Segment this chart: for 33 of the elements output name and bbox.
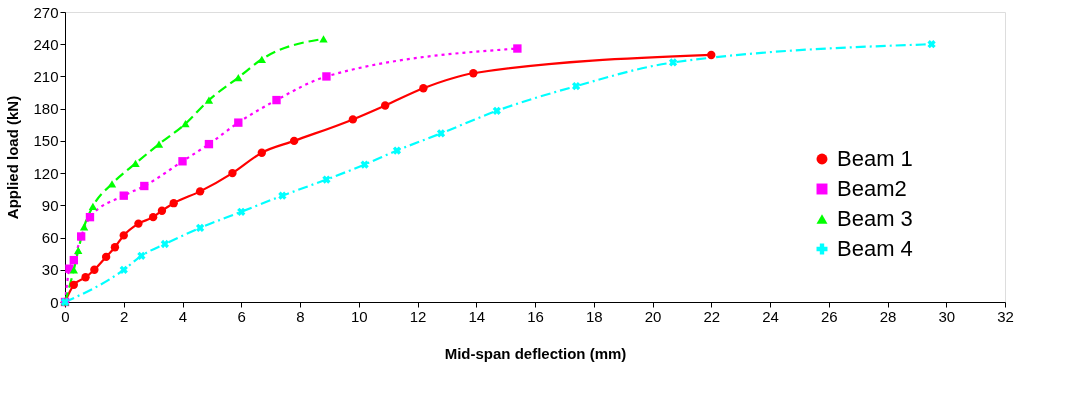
- y-tick-label: 180: [33, 100, 59, 118]
- x-tick-label: 2: [120, 307, 129, 325]
- legend-label: Beam2: [837, 176, 907, 201]
- x-tick-label: 0: [61, 307, 70, 325]
- x-tick-label: 30: [938, 307, 956, 325]
- x-tick-label: 24: [762, 307, 779, 325]
- y-axis-title: Applied load (kN): [4, 95, 22, 220]
- y-tick-label: 150: [33, 132, 59, 150]
- x-tick-label: 12: [409, 307, 427, 325]
- x-tick-label: 26: [820, 307, 838, 325]
- x-tick-label: 4: [178, 307, 188, 325]
- x-tick-label: 22: [703, 307, 721, 325]
- legend-label: Beam 1: [837, 146, 913, 171]
- x-tick-label: 10: [350, 307, 368, 325]
- x-tick-label: 6: [237, 307, 246, 325]
- legend-label: Beam 4: [837, 236, 913, 261]
- y-tick-label: 30: [41, 261, 59, 279]
- y-tick-label: 60: [41, 229, 59, 247]
- y-tick-label: 90: [41, 196, 59, 214]
- y-tick-label: 240: [33, 35, 59, 53]
- x-tick-label: 32: [997, 307, 1014, 325]
- x-tick-label: 8: [296, 307, 305, 325]
- x-tick-label: 14: [468, 307, 486, 325]
- y-tick-label: 0: [50, 293, 59, 311]
- y-tick-label: 120: [33, 164, 59, 182]
- x-tick-label: 16: [527, 307, 544, 325]
- x-tick-label: 20: [644, 307, 662, 325]
- y-tick-label: 270: [33, 3, 59, 21]
- x-axis-title: Mid-span deflection (mm): [444, 344, 627, 362]
- legend-label: Beam 3: [837, 206, 913, 231]
- x-tick-label: 28: [879, 307, 897, 325]
- y-tick-label: 210: [33, 67, 59, 85]
- x-tick-label: 18: [585, 307, 603, 325]
